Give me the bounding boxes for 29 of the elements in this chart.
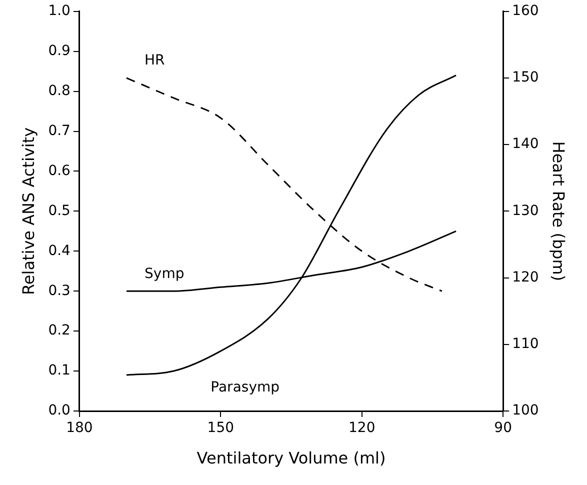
x-axis-title: Ventilatory Volume (ml) bbox=[196, 448, 386, 468]
x-tick-label: 180 bbox=[66, 420, 93, 436]
x-tick-label: 150 bbox=[207, 420, 234, 436]
y-tick-label: 0.9 bbox=[48, 43, 70, 59]
y2-tick-label: 130 bbox=[512, 202, 539, 219]
series-label: Symp bbox=[144, 266, 184, 282]
series-label: Parasymp bbox=[210, 380, 280, 396]
x-tick-label: 90 bbox=[494, 420, 512, 436]
y-tick-label: 0.2 bbox=[48, 322, 70, 339]
y2-tick-label: 120 bbox=[512, 269, 539, 286]
series-label: HR bbox=[144, 52, 166, 69]
y2-tick-label: 100 bbox=[512, 402, 539, 419]
y-tick-label: 0.6 bbox=[48, 162, 71, 179]
x-tick-label: 120 bbox=[348, 420, 376, 436]
y-tick-label: 0.5 bbox=[48, 202, 70, 219]
y2-tick-label: 140 bbox=[512, 136, 539, 152]
y2-tick-label: 150 bbox=[512, 70, 539, 86]
y-axis-title: Relative ANS Activity bbox=[18, 127, 38, 296]
y-tick-label: 0.8 bbox=[48, 82, 70, 99]
y-tick-label: 0.0 bbox=[48, 402, 70, 419]
y2-tick-label: 160 bbox=[512, 3, 539, 20]
y2-axis-title: Heart Rate (bpm) bbox=[549, 141, 568, 282]
y-tick-label: 0.4 bbox=[48, 242, 71, 259]
y-tick-label: 0.1 bbox=[48, 362, 70, 379]
y-tick-label: 1.0 bbox=[48, 3, 70, 20]
y2-tick-label: 110 bbox=[512, 336, 539, 352]
y-tick-label: 0.3 bbox=[48, 282, 70, 299]
y-tick-label: 0.7 bbox=[48, 122, 70, 139]
line-series bbox=[126, 74, 457, 376]
